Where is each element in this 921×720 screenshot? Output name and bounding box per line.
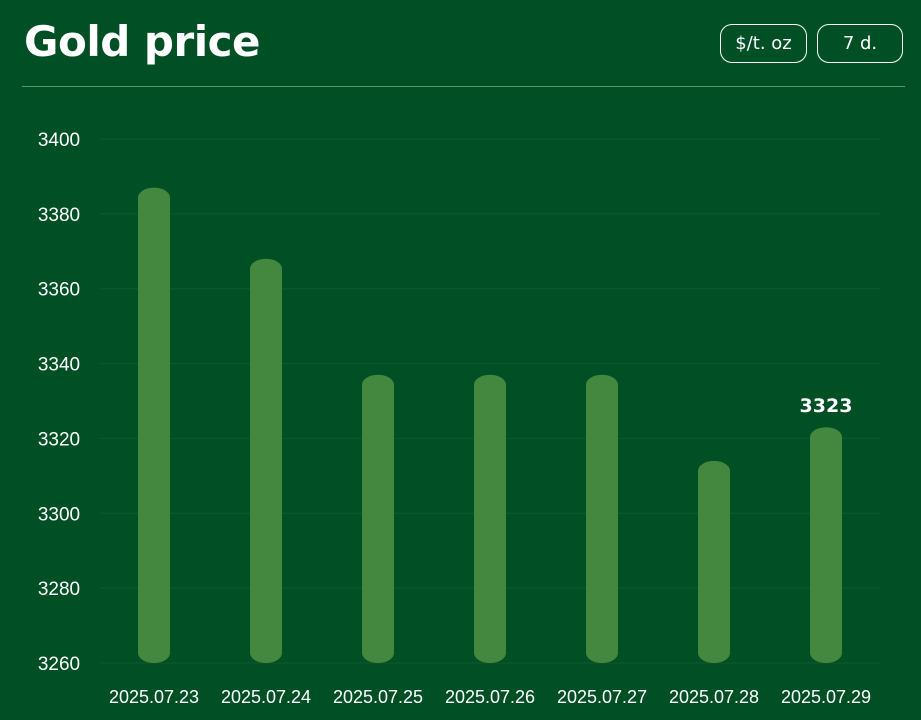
y-tick-label: 3320 — [38, 429, 80, 450]
x-tick-label: 2025.07.27 — [557, 687, 647, 707]
chart-controls: $/t. oz 7 d. — [720, 24, 903, 63]
y-tick-label: 3400 — [38, 130, 80, 151]
page-title: Gold price — [24, 17, 260, 66]
y-tick-label: 3380 — [38, 205, 80, 226]
x-tick-label: 2025.07.29 — [781, 687, 871, 707]
header-divider — [22, 86, 905, 87]
bar-2025.07.27 — [586, 374, 618, 663]
y-tick-label: 3280 — [38, 579, 80, 600]
y-tick-label: 3340 — [38, 355, 80, 376]
bar-2025.07.25 — [362, 374, 394, 663]
x-tick-label: 2025.07.23 — [109, 687, 199, 707]
unit-selector-button[interactable]: $/t. oz — [720, 24, 807, 63]
bar-2025.07.29 — [810, 427, 842, 663]
y-tick-label: 3260 — [38, 654, 80, 675]
x-tick-label: 2025.07.26 — [445, 687, 535, 707]
y-tick-label: 3360 — [38, 280, 80, 301]
bar-2025.07.24 — [250, 258, 282, 663]
bar-2025.07.28 — [698, 460, 730, 663]
x-tick-label: 2025.07.28 — [669, 687, 759, 707]
bar-2025.07.23 — [138, 187, 170, 663]
data-label: 3323 — [800, 395, 853, 417]
bar-2025.07.26 — [474, 374, 506, 663]
x-tick-label: 2025.07.24 — [221, 687, 311, 707]
x-tick-label: 2025.07.25 — [333, 687, 423, 707]
time-range-button[interactable]: 7 d. — [817, 24, 903, 63]
y-tick-label: 3300 — [38, 504, 80, 525]
